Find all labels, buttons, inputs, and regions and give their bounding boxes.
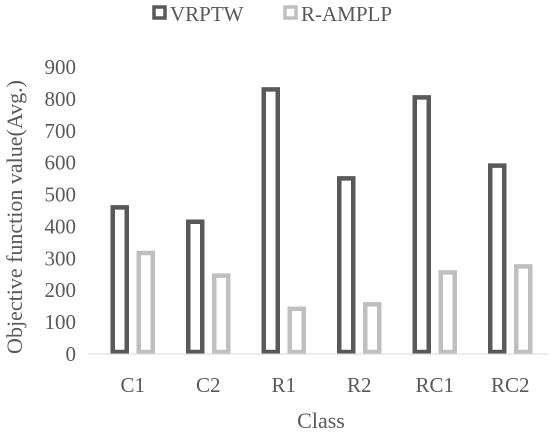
- bar-vrptw-rc1: [412, 95, 431, 355]
- bar-vrptw-rc2: [488, 163, 507, 355]
- y-tick-label: 100: [45, 310, 77, 334]
- y-tick-label: 500: [45, 183, 77, 207]
- legend-label-r-amplp: R-AMPLP: [301, 2, 392, 26]
- y-axis-label: Objective function value(Avg.): [2, 80, 27, 354]
- legend-swatch-vrptw: [152, 5, 167, 20]
- x-axis-label: Class: [297, 408, 345, 433]
- bar-r-amplp-rc1: [438, 270, 457, 355]
- x-axis-ticks: C1 C2 R1 R2 RC1 RC2: [120, 373, 529, 397]
- x-tick-label: RC2: [491, 373, 530, 397]
- x-tick-label: R2: [347, 373, 372, 397]
- bar-r-amplp-r2: [363, 302, 382, 355]
- y-tick-label: 900: [45, 55, 77, 79]
- bar-r-amplp-rc2: [514, 264, 533, 355]
- y-axis-ticks: 0 100 200 300 400 500 600 700 800 900: [45, 55, 77, 366]
- bar-r-amplp-r1: [287, 306, 306, 355]
- y-tick-label: 800: [45, 87, 77, 111]
- y-tick-label: 600: [45, 151, 77, 175]
- y-tick-label: 400: [45, 214, 77, 238]
- x-tick-label: C1: [120, 373, 145, 397]
- legend-label-vrptw: VRPTW: [170, 2, 244, 26]
- bar-vrptw-r2: [337, 176, 356, 355]
- y-tick-label: 200: [45, 278, 77, 302]
- y-tick-label: 300: [45, 246, 77, 270]
- legend: VRPTW R-AMPLP: [152, 2, 392, 26]
- bar-vrptw-c2: [186, 219, 205, 355]
- y-tick-label: 0: [66, 342, 77, 366]
- x-tick-label: R1: [271, 373, 296, 397]
- bars: [110, 87, 533, 355]
- legend-swatch-r-amplp: [283, 5, 298, 20]
- y-tick-label: 700: [45, 119, 77, 143]
- x-tick-label: RC1: [415, 373, 454, 397]
- bar-r-amplp-c1: [136, 250, 155, 355]
- x-tick-label: C2: [196, 373, 221, 397]
- bar-vrptw-r1: [261, 87, 280, 355]
- bar-vrptw-c1: [110, 205, 129, 355]
- bar-r-amplp-c2: [212, 273, 231, 355]
